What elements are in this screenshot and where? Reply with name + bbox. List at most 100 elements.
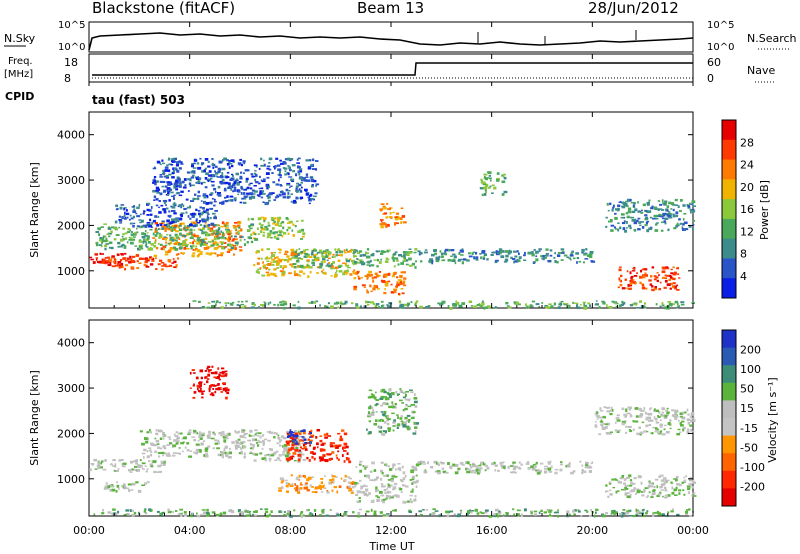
heat-cell (376, 477, 378, 480)
heat-cell (602, 423, 606, 425)
heat-cell (299, 446, 303, 449)
heat-cell (379, 511, 383, 514)
heat-cell (525, 462, 530, 465)
heat-cell (260, 196, 264, 199)
heat-cell (400, 415, 403, 418)
heat-cell (609, 219, 613, 222)
heat-cell (490, 462, 495, 465)
heat-cell (625, 200, 629, 203)
heat-cell (175, 230, 179, 233)
heat-cell (287, 434, 292, 438)
heat-cell (657, 200, 661, 202)
heat-cell (279, 231, 282, 234)
heat-cell (634, 420, 639, 423)
heat-cell (549, 254, 553, 257)
heat-cell (299, 514, 302, 517)
heat-cell (413, 421, 416, 425)
heat-cell (610, 406, 613, 409)
heat-cell (216, 447, 220, 450)
heat-cell (279, 270, 284, 273)
heat-cell (175, 163, 180, 167)
heat-cell (567, 464, 571, 467)
heat-cell (271, 227, 275, 230)
heat-cell (243, 433, 247, 435)
heat-cell (282, 167, 286, 169)
heat-cell (413, 397, 418, 400)
heat-cell (199, 224, 203, 226)
heat-cell (411, 477, 415, 481)
heat-cell (224, 224, 227, 227)
heat-cell (101, 240, 106, 243)
heat-cell (276, 267, 280, 269)
heat-cell (212, 232, 215, 235)
heat-cell (329, 443, 332, 447)
heat-cell (632, 514, 636, 518)
heat-cell (605, 225, 608, 228)
heat-cell (144, 482, 147, 485)
heat-cell (377, 287, 380, 290)
heat-cell (215, 172, 219, 175)
heat-cell (405, 501, 408, 503)
heat-cell (540, 255, 544, 258)
heat-cell (475, 258, 479, 261)
heat-cell (412, 432, 417, 435)
heat-cell (197, 190, 200, 194)
heat-cell (128, 239, 133, 241)
heat-cell (295, 476, 299, 479)
heat-cell (457, 469, 460, 472)
heat-cell (141, 452, 146, 455)
heat-cell (170, 191, 174, 194)
heat-cell (225, 230, 229, 234)
heat-cell (157, 263, 161, 266)
heat-cell (257, 268, 261, 271)
heat-cell (167, 250, 171, 254)
heat-cell (240, 441, 244, 445)
heat-cell (298, 444, 301, 447)
heat-cell (147, 447, 152, 449)
heat-cell (147, 247, 152, 251)
y-tick-label: 1000 (57, 265, 85, 278)
heat-cell (286, 196, 290, 199)
heat-cell (179, 246, 183, 249)
heat-cell (395, 390, 398, 394)
heat-cell (395, 260, 399, 262)
heat-cell (205, 243, 208, 246)
noise-strip: N.Sky 10^5 10^0 10^5 10^0 N.Search (4, 20, 797, 53)
heat-cell (344, 252, 347, 254)
heat-cell (650, 412, 653, 416)
nave-label: Nave (747, 64, 775, 77)
heat-cell (161, 265, 165, 267)
heat-cell (431, 512, 435, 516)
heat-cell (659, 305, 662, 308)
heat-cell (397, 423, 401, 427)
heat-cell (438, 463, 440, 467)
heat-cell (189, 228, 193, 232)
y-tick-label: 3000 (57, 174, 85, 187)
heat-cell (387, 272, 391, 276)
heat-cell (305, 442, 308, 445)
heat-cell (212, 384, 217, 387)
heat-cell (210, 192, 214, 195)
heat-cell (167, 190, 171, 193)
heat-cell (218, 232, 222, 236)
heat-cell (267, 439, 271, 442)
heat-cell (385, 275, 388, 278)
heat-cell (173, 182, 178, 186)
heat-cell (672, 277, 676, 281)
heat-cell (161, 172, 165, 175)
heat-cell (301, 436, 306, 440)
heat-cell (628, 284, 633, 287)
heat-cell (461, 302, 466, 306)
heat-cell (161, 221, 165, 224)
heat-cell (279, 511, 283, 513)
heat-cell (373, 478, 378, 481)
heat-cell (505, 511, 508, 514)
heat-cell (517, 513, 520, 517)
heat-cell (206, 508, 209, 512)
heat-cell (222, 167, 226, 171)
heat-cell (284, 479, 288, 482)
heat-cell (293, 270, 296, 274)
heat-cell (391, 412, 395, 415)
heat-cell (333, 302, 338, 305)
heat-cell (266, 195, 270, 197)
